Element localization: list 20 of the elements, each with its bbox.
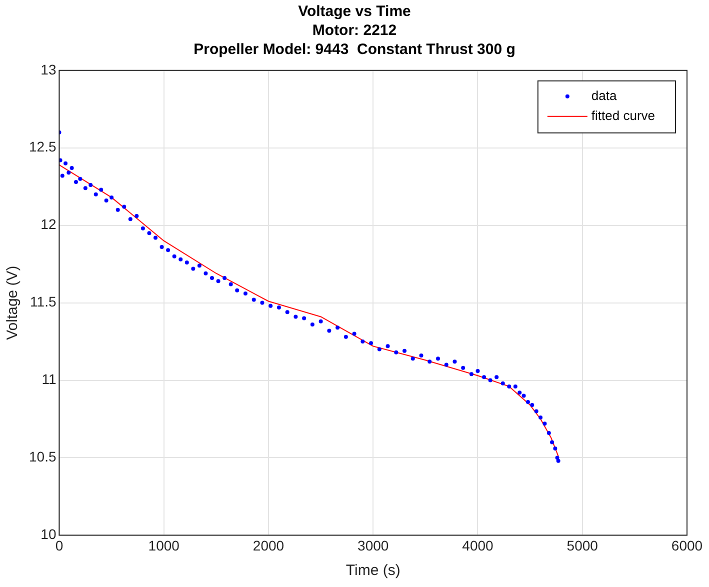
x-tick-label: 4000 bbox=[462, 537, 494, 554]
chart-subtitle: Motor: 2212 Propeller Model: 9443 Constant Thrust 300 g bbox=[194, 22, 516, 58]
y-axis-title: Voltage (V) bbox=[4, 266, 22, 340]
legend-label: data bbox=[591, 88, 618, 103]
x-tick-label: 1000 bbox=[148, 537, 180, 554]
y-tick-label: 12.5 bbox=[29, 138, 56, 155]
x-tick-label: 2000 bbox=[252, 537, 284, 554]
x-tick-label: 6000 bbox=[671, 537, 703, 554]
legend-label: fitted curve bbox=[591, 108, 656, 123]
y-tick-label: 13 bbox=[40, 61, 56, 78]
y-tick-label: 10 bbox=[40, 526, 56, 542]
x-tick-label: 5000 bbox=[566, 537, 598, 554]
y-tick-label: 10.5 bbox=[29, 448, 56, 465]
x-axis-title: Time (s) bbox=[346, 562, 400, 580]
y-tick-label: 11 bbox=[42, 371, 56, 388]
chart-title: Voltage vs Time bbox=[298, 3, 411, 20]
y-tick-label: 11.5 bbox=[30, 294, 56, 310]
y-tick-label: 12 bbox=[40, 216, 56, 232]
x-tick-label: 0 bbox=[55, 537, 64, 554]
x-tick-label: 3000 bbox=[358, 537, 389, 554]
